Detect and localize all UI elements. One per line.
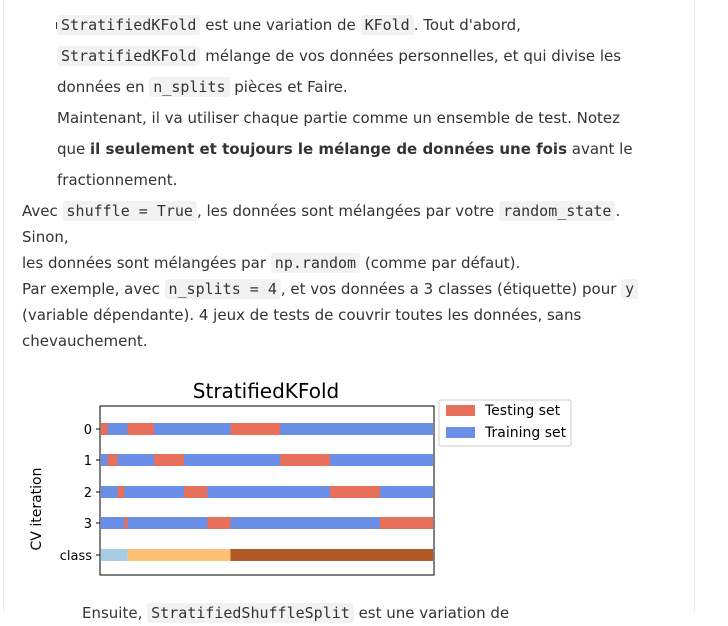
testing-segment [379,517,433,529]
y-tick-label: 3 [84,517,92,532]
chart-title: StratifiedKFold [193,379,339,403]
para-line-5: (variable dépendante). 4 jeux de tests d… [22,302,692,328]
testing-segment [280,454,331,466]
stratified-kfold-figure: StratifiedKFold 0 1 2 3 class CV iteration T… [26,372,586,582]
text: (comme par défaut). [360,254,521,272]
para-line-1: Avec shuffle = True, les données sont mé… [22,198,692,224]
text: , les données sont mélangées par votre [196,202,500,220]
legend-label-training: Training set [484,425,567,441]
bullet-line-1: StratifiedKFold est une variation de KFo… [57,10,687,41]
testing-segment [207,517,231,529]
text: (variable dépendante). 4 jeux de tests d… [22,306,582,324]
text: pièces et Faire. [229,78,348,96]
testing-segment [330,486,380,498]
text: Par exemple, avec [22,280,165,298]
para-line-2: Sinon, [22,224,692,250]
training-segment [101,517,433,529]
text: Ensuite, [82,604,148,622]
para-line-6: chevauchement. [22,328,692,354]
bullet-line-3: données en n_splits pièces et Faire. [57,72,687,103]
document-page: StratifiedKFold est une variation de KFo… [3,0,695,623]
testing-segment [101,423,108,435]
legend-swatch-training [446,427,475,438]
bold-text: il seulement et toujours le mélange de d… [90,140,567,158]
text: . [615,202,621,220]
text: Maintenant, il va utiliser chaque partie… [57,109,620,127]
inline-code: np.random [270,253,361,273]
text: mélange de vos données personnelles, et … [200,47,622,65]
text: est une variation de [200,16,361,34]
legend-label-testing: Testing set [484,403,561,419]
testing-segment [124,517,128,529]
y-tick-label: 1 [84,454,92,469]
text: Sinon, [22,228,69,246]
text: chevauchement. [22,332,148,350]
y-axis-ticks: 0 1 2 3 class [60,423,100,564]
testing-segment [184,486,208,498]
inline-code: KFold [360,15,414,35]
bullet-line-2: StratifiedKFold mélange de vos données p… [57,41,687,72]
partial-next-line: Ensuite, StratifiedShuffleSplit est une … [82,600,509,626]
chart-svg: StratifiedKFold 0 1 2 3 class CV iteration T… [29,379,572,576]
text: . Tout d'abord, [413,16,521,34]
text: est une variation de [353,604,510,622]
text: données en [57,78,150,96]
y-tick-label: 0 [84,423,92,438]
chart-legend: Testing set Training set [438,399,572,447]
testing-segment [230,423,281,435]
text: avant le [567,140,633,158]
text: fractionnement. [57,171,178,189]
text: , et vos données a 3 classes (étiquette)… [280,280,622,298]
inline-code: random_state [499,201,616,221]
testing-segment [127,423,155,435]
para-line-3: les données sont mélangées par np.random… [22,250,692,276]
text: les données sont mélangées par [22,254,271,272]
para-line-4: Par exemple, avec n_splits = 4, et vos d… [22,276,692,302]
paragraph: Avec shuffle = True, les données sont mé… [22,198,692,354]
training-segment [101,486,433,498]
bullet-line-6: fractionnement. [57,165,687,196]
testing-segment [117,486,125,498]
testing-segment [107,454,118,466]
chart-rows [101,423,433,561]
inline-code: shuffle = True [62,201,197,221]
y-axis-label: CV iteration [29,468,45,551]
inline-code: n_splits = 4 [164,279,281,299]
text: Avec [22,202,63,220]
bullet-line-4: Maintenant, il va utiliser chaque partie… [57,103,687,134]
training-segment [101,454,433,466]
plot-frame [99,405,435,576]
class-segment [230,549,433,561]
y-tick-label: class [60,549,92,564]
inline-code: StratifiedKFold [57,15,201,35]
class-segment [127,549,231,561]
inline-code: n_splits [149,77,230,97]
text: que [57,140,91,158]
inline-code: StratifiedKFold [57,46,201,66]
testing-segment [154,454,184,466]
y-tick-label: 2 [84,486,92,501]
class-segment [101,549,128,561]
inline-code: StratifiedShuffleSplit [147,603,354,623]
bullet-list-item: StratifiedKFold est une variation de KFo… [57,10,687,196]
inline-code: y [621,279,639,299]
bullet-line-5: que il seulement et toujours le mélange … [57,134,687,165]
legend-swatch-testing [446,405,475,416]
